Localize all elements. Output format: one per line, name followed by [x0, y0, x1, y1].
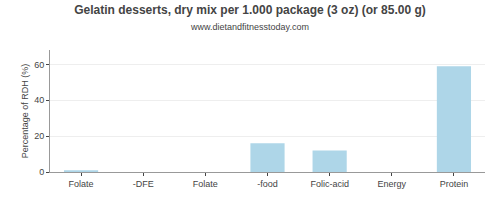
svg-text:Folic-acid: Folic-acid: [310, 179, 349, 189]
svg-text:-food: -food: [257, 179, 278, 189]
svg-text:Percentage of RDH (%): Percentage of RDH (%): [20, 64, 30, 159]
svg-text:Energy: Energy: [378, 179, 407, 189]
svg-text:-DFE: -DFE: [133, 179, 154, 189]
svg-text:Folate: Folate: [69, 179, 94, 189]
svg-text:Folate: Folate: [193, 179, 218, 189]
svg-text:60: 60: [34, 60, 44, 70]
svg-text:Protein: Protein: [440, 179, 469, 189]
svg-text:Gelatin desserts, dry mix per: Gelatin desserts, dry mix per 1.000 pack…: [74, 3, 425, 32]
svg-text:0: 0: [39, 167, 44, 177]
svg-text:20: 20: [34, 131, 44, 141]
svg-text:40: 40: [34, 95, 44, 105]
